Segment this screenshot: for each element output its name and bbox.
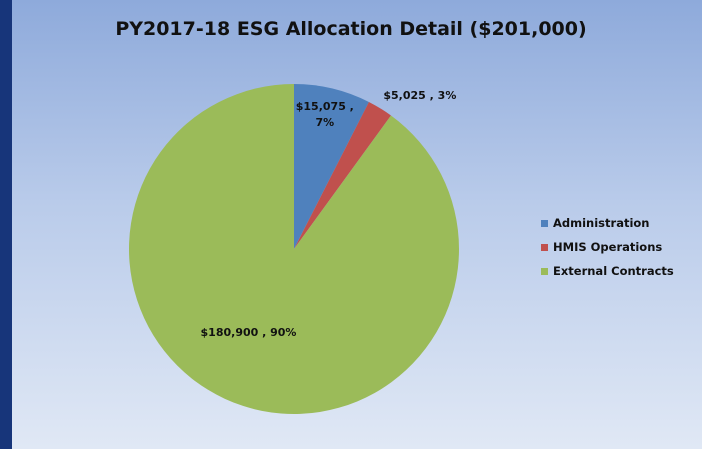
- data-label: $15,075 , 7%: [295, 99, 354, 129]
- legend-label: External Contracts: [553, 264, 674, 278]
- legend-label: HMIS Operations: [553, 240, 663, 254]
- chart-title: PY2017-18 ESG Allocation Detail ($201,00…: [115, 18, 587, 40]
- pie-slice: [294, 101, 391, 250]
- legend-swatch: [541, 268, 548, 275]
- legend-label: Administration: [553, 216, 650, 230]
- legend-swatch: [541, 220, 548, 227]
- data-label: $5,025 , 3%: [383, 88, 457, 102]
- pie-slice: [294, 84, 369, 249]
- data-label: $180,900 , 90%: [200, 326, 297, 340]
- legend-swatch: [541, 244, 548, 251]
- pie-slice: [128, 84, 459, 414]
